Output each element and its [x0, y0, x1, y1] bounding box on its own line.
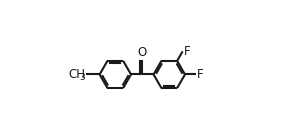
Text: F: F: [183, 45, 190, 58]
Text: O: O: [138, 46, 147, 59]
Text: CH: CH: [68, 68, 85, 81]
Text: 3: 3: [79, 73, 85, 82]
Text: F: F: [197, 68, 203, 81]
